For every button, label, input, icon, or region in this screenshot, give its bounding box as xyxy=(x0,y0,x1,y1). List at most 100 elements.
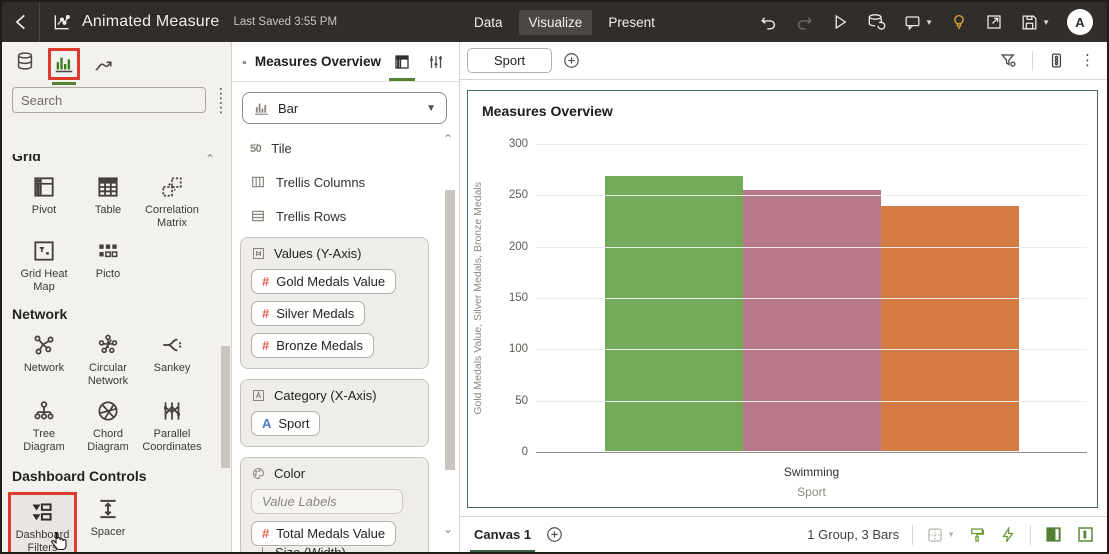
divider xyxy=(1032,50,1033,71)
insights-button[interactable] xyxy=(950,13,968,31)
redo-icon xyxy=(798,16,812,30)
correlation-matrix-icon xyxy=(162,177,182,197)
viz-item-correlation-matrix[interactable]: Correlation Matrix xyxy=(140,174,204,230)
chart-status: 1 Group, 3 Bars xyxy=(807,527,900,542)
grammar-row-trellis-columns[interactable]: Trellis Columns xyxy=(232,165,459,199)
undo-button[interactable] xyxy=(759,13,778,32)
visualizations-panel: ⋮⋮ Grid ⌃ Pivot Table Correlation Matrix xyxy=(2,42,232,552)
save-icon xyxy=(1022,15,1037,29)
pivot-icon xyxy=(34,177,54,197)
active-tab-underline xyxy=(470,549,536,552)
user-avatar[interactable]: A xyxy=(1067,9,1093,35)
color-dropzone[interactable]: Value Labels xyxy=(251,489,403,514)
grammar-scrollbar[interactable] xyxy=(445,190,455,470)
tab-visualize[interactable]: Visualize xyxy=(518,9,593,35)
redo-button[interactable] xyxy=(795,13,814,32)
viz-item-parallel-coordinates[interactable]: Parallel Coordinates xyxy=(140,398,204,454)
comments-caret-icon: ▼ xyxy=(925,17,934,27)
export-button[interactable] xyxy=(985,13,1003,31)
y-tick-label: 0 xyxy=(521,446,528,458)
auto-apply-bolt-button[interactable] xyxy=(999,525,1017,544)
add-filter-icon[interactable] xyxy=(562,51,581,70)
back-arrow-icon xyxy=(15,14,25,30)
filter-chip-sport[interactable]: Sport xyxy=(467,48,553,73)
tab-analytics[interactable] xyxy=(90,53,116,84)
viz-item-network[interactable]: Network xyxy=(12,332,76,375)
chip-gold-medals-value[interactable]: # Gold Medals Value xyxy=(251,269,397,294)
tab-properties[interactable] xyxy=(423,43,449,81)
y-tick-label: 150 xyxy=(508,292,528,304)
viz-item-table[interactable]: Table xyxy=(76,174,140,217)
viz-item-dashboard-filters[interactable]: Dashboard Filters xyxy=(8,492,77,552)
save-button[interactable]: ▼ xyxy=(1020,13,1050,32)
search-input[interactable] xyxy=(12,87,206,113)
panel-menu-button[interactable]: ⋮ ⋮ xyxy=(214,85,228,115)
back-button[interactable] xyxy=(2,2,40,42)
chart-card[interactable]: Measures Overview Gold Medals Value, Sil… xyxy=(467,90,1098,508)
gridline xyxy=(536,298,1087,299)
y-tick-label: 200 xyxy=(508,240,528,253)
group-category-x-axis: Category (X-Axis) A Sport xyxy=(240,379,429,447)
tree-diagram-icon xyxy=(34,401,54,420)
bar-silver-medals[interactable] xyxy=(742,190,881,451)
viz-bar-icon xyxy=(242,60,247,64)
grammar-tab-icon xyxy=(395,54,409,69)
grammar-row-tile[interactable]: 5̈0 Tile xyxy=(250,141,292,156)
group-values-label: Values (Y-Axis) xyxy=(274,246,362,261)
refresh-data-button[interactable] xyxy=(866,12,886,32)
workbook-logo-icon xyxy=(52,12,72,32)
select-caret-icon: ▼ xyxy=(426,102,436,114)
canvas-layout-button[interactable]: ▼ xyxy=(926,526,955,544)
viz-item-spacer[interactable]: Spacer xyxy=(76,496,140,539)
chart-region: Measures Overview Gold Medals Value, Sil… xyxy=(460,80,1107,516)
chip-total-medals-value[interactable]: # Total Medals Value xyxy=(251,521,397,546)
table-icon xyxy=(98,177,118,197)
tab-data-elements[interactable] xyxy=(12,48,38,79)
comments-button[interactable]: ▼ xyxy=(903,13,933,32)
visualization-settings-icon[interactable] xyxy=(1047,51,1066,70)
y-axis-ticks: 300 250 200 150 100 50 0 xyxy=(488,138,528,458)
canvas-layout-icon xyxy=(928,527,942,542)
left-panel-scrollbar[interactable] xyxy=(221,346,230,468)
x-axis-line xyxy=(536,452,1087,453)
measure-icon: # xyxy=(262,274,270,289)
tab-grammar[interactable] xyxy=(389,43,415,81)
open-in-new-icon xyxy=(987,15,1001,29)
add-canvas-icon[interactable] xyxy=(545,525,564,544)
viz-item-circular-network[interactable]: Circular Network xyxy=(76,332,140,388)
viz-item-tree-diagram[interactable]: Tree Diagram xyxy=(12,398,76,454)
viz-item-grid-heat-map[interactable]: Grid Heat Map xyxy=(12,238,76,294)
color-palette-icon xyxy=(253,467,265,480)
toggle-right-panel-button[interactable] xyxy=(1076,525,1095,544)
viz-item-chord-diagram[interactable]: Chord Diagram xyxy=(76,398,140,454)
viz-item-sankey[interactable]: Sankey xyxy=(140,332,204,375)
chip-sport[interactable]: A Sport xyxy=(251,411,321,436)
color-brush-button[interactable] xyxy=(968,526,986,544)
bar-bronze-medals[interactable] xyxy=(880,205,1019,451)
canvas-menu-button[interactable]: ⋮ xyxy=(1080,52,1095,69)
tab-visualizations[interactable] xyxy=(48,48,80,85)
present-play-button[interactable] xyxy=(831,13,849,31)
viz-item-picto[interactable]: Picto xyxy=(76,238,140,281)
canvas-tab-1[interactable]: Canvas 1 xyxy=(470,517,536,552)
group-size-partial[interactable]: Size (Width) xyxy=(232,545,346,552)
attribute-icon: A xyxy=(262,416,272,431)
tab-data[interactable]: Data xyxy=(474,14,503,30)
bar-gold-medals-value[interactable] xyxy=(604,175,743,451)
grammar-scroll-down-icon[interactable]: ⌄ xyxy=(442,522,453,536)
grammar-row-trellis-rows[interactable]: Trellis Rows xyxy=(232,199,459,233)
undo-icon xyxy=(761,16,776,30)
toggle-left-panel-button[interactable] xyxy=(1044,525,1063,544)
tab-present[interactable]: Present xyxy=(608,14,655,30)
grammar-scroll-up-icon[interactable]: ⌃ xyxy=(442,132,453,146)
gridline xyxy=(536,349,1087,351)
chip-silver-medals[interactable]: # Silver Medals xyxy=(251,301,366,326)
viz-item-pivot[interactable]: Pivot xyxy=(12,174,76,217)
measure-icon: # xyxy=(262,338,270,353)
viz-type-select[interactable]: Bar ▼ xyxy=(242,92,447,124)
limit-values-funnel-icon[interactable] xyxy=(999,51,1018,70)
y-tick-label: 100 xyxy=(508,343,528,356)
measure-icon: # xyxy=(262,526,270,541)
scroll-up-icon[interactable]: ⌃ xyxy=(204,154,215,166)
chip-bronze-medals[interactable]: # Bronze Medals xyxy=(251,333,374,358)
